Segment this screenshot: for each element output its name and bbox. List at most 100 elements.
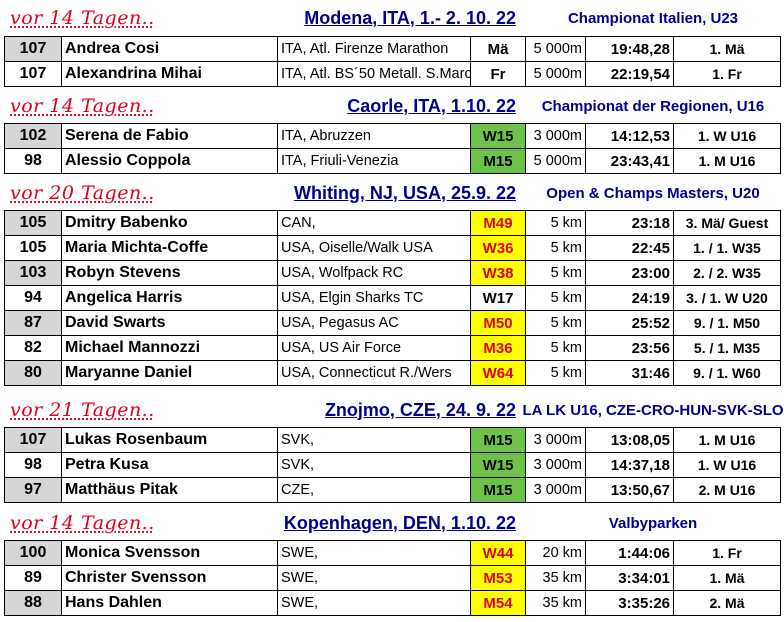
points-cell: 100	[4, 540, 62, 566]
category-cell: M15	[470, 477, 526, 503]
venue-date: Znojmo, CZE, 24. 9. 22	[324, 399, 516, 420]
distance-cell: 5 000m	[525, 36, 586, 62]
club-cell: USA, Oiselle/Walk USA	[277, 235, 471, 261]
rank-cell: 3. Mä/ Guest	[673, 210, 781, 236]
club-cell: CAN,	[277, 210, 471, 236]
club-cell: USA, US Air Force	[277, 335, 471, 361]
distance-cell: 3 000m	[525, 427, 586, 453]
category-cell: W64	[470, 360, 526, 386]
athlete-name: Maryanne Daniel	[61, 360, 278, 386]
distance-cell: 5 km	[525, 360, 586, 386]
category-cell: M54	[470, 590, 526, 616]
result-row: 87 David Swarts USA, Pegasus AC M50 5 km 25:5…	[4, 310, 781, 336]
result-row: 107 Lukas Rosenbaum SVK, M15 3 000m 13:08,05 1…	[4, 427, 781, 453]
points-cell: 89	[4, 565, 62, 591]
result-row: 105 Dmitry Babenko CAN, M49 5 km 23:18 3. Mä/ …	[4, 210, 781, 236]
athlete-name: Lukas Rosenbaum	[61, 427, 278, 453]
results-table: 102 Serena de Fabio ITA, Abruzzen W15 3 000m…	[4, 123, 781, 174]
distance-cell: 5 km	[525, 310, 586, 336]
group-header: vor 20 Tagen.. Whiting, NJ, USA, 25.9. 2…	[0, 176, 784, 210]
points-cell: 98	[4, 148, 62, 174]
category-cell: M15	[470, 427, 526, 453]
distance-cell: 5 km	[525, 235, 586, 261]
days-ago-label: vor 14 Tagen..	[10, 7, 155, 29]
result-row: 97 Matthäus Pitak CZE, M15 3 000m 13:50,67 2. …	[4, 477, 781, 503]
time-cell: 14:37,18	[585, 452, 674, 478]
venue-date: Whiting, NJ, USA, 25.9. 22	[293, 182, 516, 203]
time-cell: 13:50,67	[585, 477, 674, 503]
athlete-name: Dmitry Babenko	[61, 210, 278, 236]
points-cell: 103	[4, 260, 62, 286]
result-row: 94 Angelica Harris USA, Elgin Sharks TC W17…	[4, 285, 781, 311]
group-header: vor 14 Tagen.. Caorle, ITA, 1.10. 22 Cha…	[0, 89, 784, 123]
athlete-name: Hans Dahlen	[61, 590, 278, 616]
category-cell: M53	[470, 565, 526, 591]
distance-cell: 5 km	[525, 210, 586, 236]
club-cell: USA, Wolfpack RC	[277, 260, 471, 286]
athlete-name: Robyn Stevens	[61, 260, 278, 286]
time-cell: 14:12,53	[585, 123, 674, 149]
points-cell: 97	[4, 477, 62, 503]
points-cell: 98	[4, 452, 62, 478]
rank-cell: 2. / 2. W35	[673, 260, 781, 286]
rank-cell: 1. Fr	[673, 540, 781, 566]
results-table: 107 Lukas Rosenbaum SVK, M15 3 000m 13:08,05 1…	[4, 427, 781, 503]
club-cell: ITA, Abruzzen	[277, 123, 471, 149]
distance-cell: 35 km	[525, 565, 586, 591]
rank-cell: 5. / 1. M35	[673, 335, 781, 361]
points-cell: 88	[4, 590, 62, 616]
distance-cell: 3 000m	[525, 452, 586, 478]
time-cell: 19:48,28	[585, 36, 674, 62]
club-cell: ITA, Atl. Firenze Marathon	[277, 36, 471, 62]
time-cell: 23:00	[585, 260, 674, 286]
category-cell: M15	[470, 148, 526, 174]
athlete-name: Alessio Coppola	[61, 148, 278, 174]
days-ago-label: vor 14 Tagen..	[10, 512, 155, 534]
athlete-name: Angelica Harris	[61, 285, 278, 311]
rank-cell: 1. Fr	[673, 61, 781, 87]
athlete-name: Monica Svensson	[61, 540, 278, 566]
rank-cell: 1. Mä	[673, 565, 781, 591]
category-cell: W15	[470, 452, 526, 478]
result-row: 98 Alessio Coppola ITA, Friuli-Venezia M15 5…	[4, 148, 781, 174]
points-cell: 107	[4, 61, 62, 87]
rank-cell: 2. Mä	[673, 590, 781, 616]
venue-date: Caorle, ITA, 1.10. 22	[347, 95, 516, 116]
points-cell: 80	[4, 360, 62, 386]
club-cell: SWE,	[277, 565, 471, 591]
athlete-name: Maria Michta-Coffe	[61, 235, 278, 261]
distance-cell: 5 000m	[525, 61, 586, 87]
result-row: 82 Michael Mannozzi USA, US Air Force M36 5 …	[4, 335, 781, 361]
result-row: 102 Serena de Fabio ITA, Abruzzen W15 3 000m…	[4, 123, 781, 149]
category-cell: M36	[470, 335, 526, 361]
rank-cell: 1. W U16	[673, 123, 781, 149]
rank-cell: 3. / 1. W U20	[673, 285, 781, 311]
points-cell: 107	[4, 427, 62, 453]
group-header: vor 14 Tagen.. Kopenhagen, DEN, 1.10. 22…	[0, 506, 784, 540]
time-cell: 1:44:06	[585, 540, 674, 566]
time-cell: 24:19	[585, 285, 674, 311]
distance-cell: 5 km	[525, 335, 586, 361]
time-cell: 22:45	[585, 235, 674, 261]
event-title: LA LK U16, CZE-CRO-HUN-SVK-SLO	[522, 401, 784, 419]
athlete-name: Serena de Fabio	[61, 123, 278, 149]
rank-cell: 1. / 1. W35	[673, 235, 781, 261]
venue-date: Modena, ITA, 1.- 2. 10. 22	[304, 7, 516, 28]
rank-cell: 1. Mä	[673, 36, 781, 62]
points-cell: 105	[4, 210, 62, 236]
time-cell: 23:56	[585, 335, 674, 361]
time-cell: 22:19,54	[585, 61, 674, 87]
club-cell: ITA, Atl. BS´50 Metall. S.Marco	[277, 61, 471, 87]
group-header: vor 14 Tagen.. Modena, ITA, 1.- 2. 10. 2…	[0, 1, 784, 35]
event-title: Championat Italien, U23	[567, 9, 739, 27]
points-cell: 107	[4, 36, 62, 62]
distance-cell: 3 000m	[525, 477, 586, 503]
points-cell: 102	[4, 123, 62, 149]
days-ago-label: vor 21 Tagen..	[10, 399, 155, 421]
club-cell: CZE,	[277, 477, 471, 503]
club-cell: USA, Elgin Sharks TC	[277, 285, 471, 311]
time-cell: 31:46	[585, 360, 674, 386]
group-header: vor 21 Tagen.. Znojmo, CZE, 24. 9. 22 LA…	[0, 393, 784, 427]
category-cell: M49	[470, 210, 526, 236]
